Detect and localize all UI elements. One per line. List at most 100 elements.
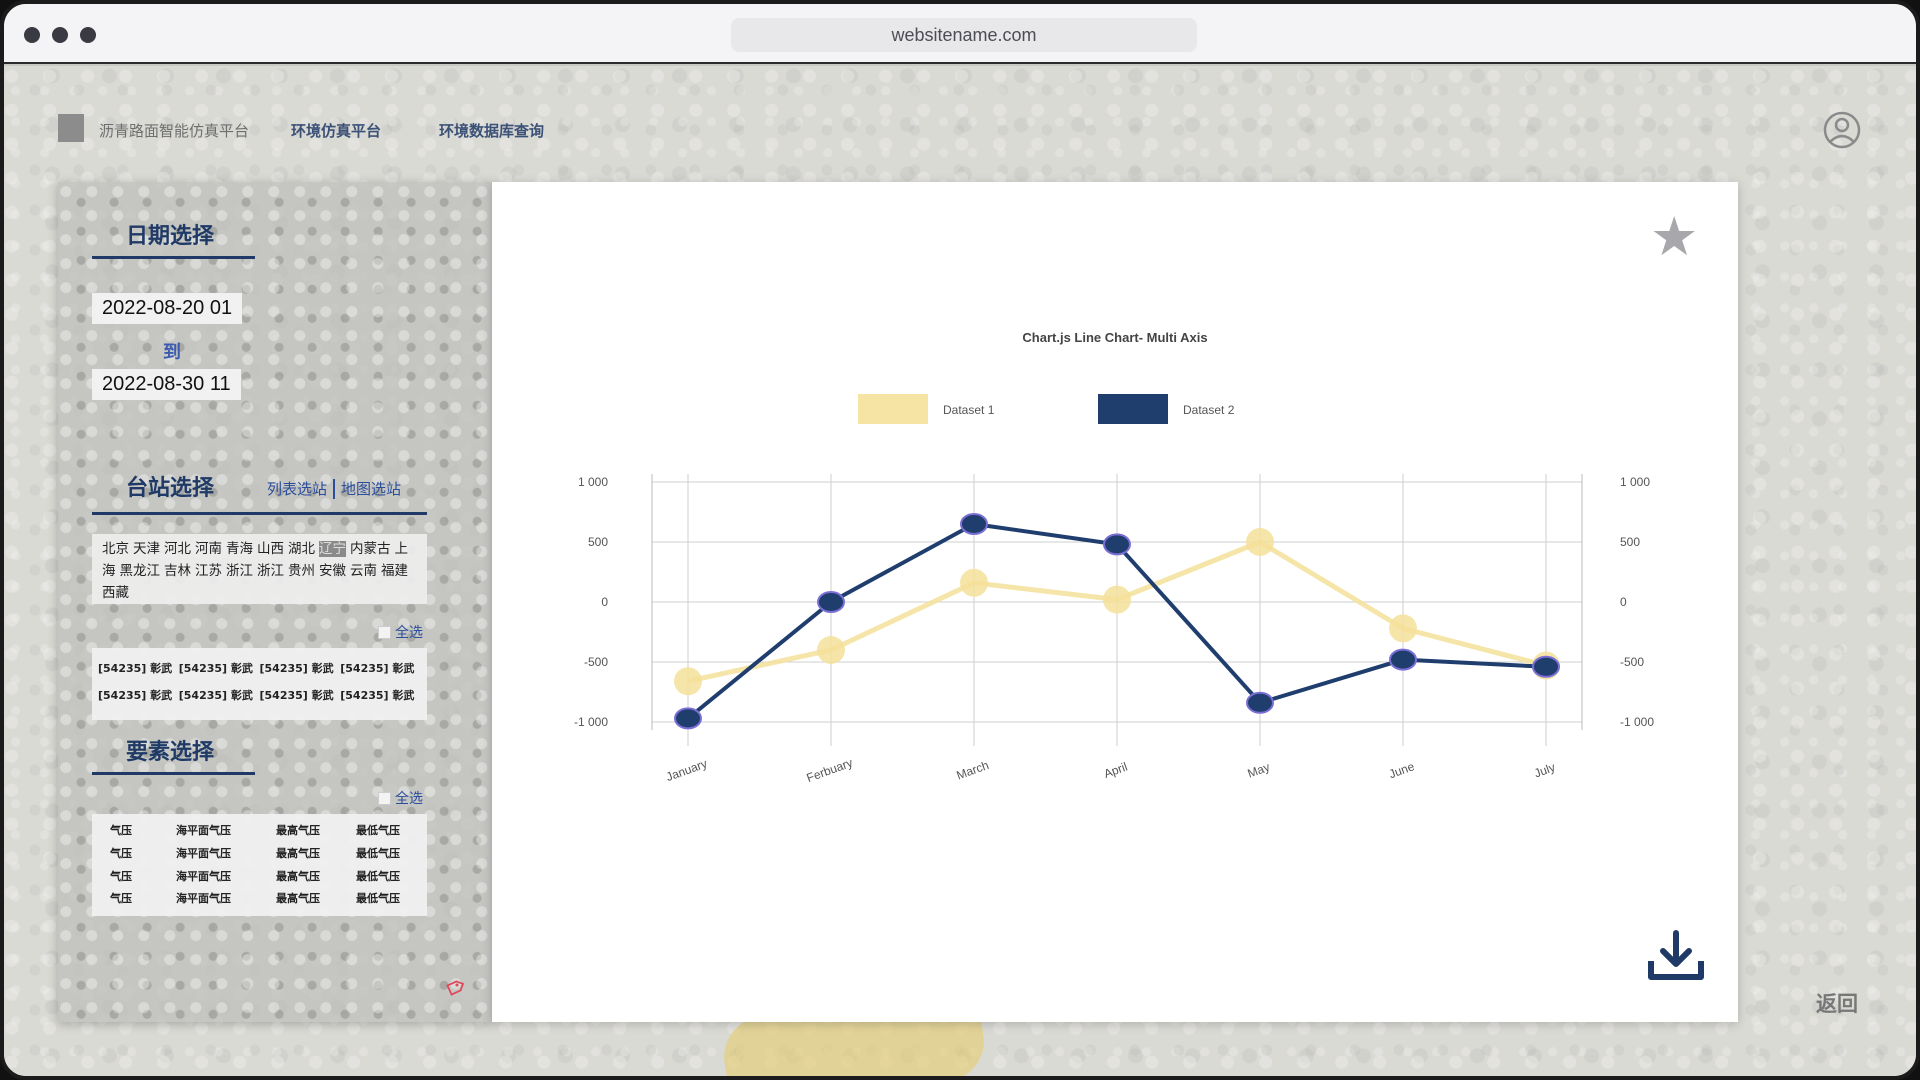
data-point	[817, 636, 845, 664]
province-item[interactable]: 青海	[226, 541, 253, 557]
y2-tick-label: -1 000	[1620, 715, 1654, 729]
province-item[interactable]: 浙江	[257, 563, 284, 579]
province-item[interactable]: 湖北	[288, 541, 315, 557]
element-item[interactable]: 最高气压	[276, 846, 320, 860]
element-list: 气压 海平面气压 最高气压 最低气压 气压 海平面气压 最高气压 最低气压 气压 海平面气压 最高气…	[92, 814, 427, 916]
date-section-title: 日期选择	[126, 224, 215, 249]
logo[interactable]	[58, 114, 84, 142]
y2-tick-label: 1 000	[1620, 475, 1650, 489]
y-tick-label: 0	[601, 595, 608, 609]
element-item[interactable]: 海平面气压	[176, 824, 231, 837]
minimize-dot-icon[interactable]	[52, 27, 68, 43]
element-item[interactable]: 最高气压	[276, 892, 320, 906]
legend-label: Dataset 1	[943, 403, 995, 417]
x-tick-label: January	[664, 756, 709, 784]
element-item[interactable]: 最低气压	[356, 824, 400, 837]
legend-label: Dataset 2	[1183, 403, 1235, 417]
tab-list-select[interactable]: 列表选站	[267, 480, 328, 498]
province-item[interactable]: 云南	[350, 563, 377, 579]
user-circle-icon[interactable]	[1822, 110, 1862, 150]
element-item[interactable]: 海平面气压	[176, 846, 231, 860]
element-item[interactable]: 最低气压	[356, 846, 400, 860]
data-point	[674, 707, 702, 730]
line-chart: Chart.js Line Chart- Multi Axis Dataset 1…	[574, 330, 1654, 785]
nav-link-env-sim[interactable]: 环境仿真平台	[291, 122, 382, 140]
station-item[interactable]: [54235] 彰武	[259, 689, 334, 702]
address-bar[interactable]: websitename.com	[731, 18, 1197, 52]
element-section-title: 要素选择	[126, 740, 215, 765]
x-tick-label: March	[955, 758, 991, 783]
station-item[interactable]: [54235] 彰武	[259, 662, 334, 675]
element-item[interactable]: 最低气压	[356, 869, 400, 883]
station-section-title: 台站选择	[126, 476, 215, 501]
data-point	[1103, 585, 1131, 614]
x-tick-label: June	[1387, 759, 1417, 781]
element-item[interactable]: 最高气压	[276, 824, 320, 837]
data-point	[1103, 533, 1131, 556]
nav-link-env-db[interactable]: 环境数据库查询	[439, 122, 545, 140]
province-item[interactable]: 江苏	[195, 563, 222, 579]
legend-swatch	[1098, 394, 1168, 424]
element-select-all[interactable]: 全选	[378, 788, 423, 808]
station-item[interactable]: [54235] 彰武	[178, 689, 253, 702]
download-icon[interactable]	[1646, 929, 1706, 983]
select-all-label: 全选	[395, 625, 423, 641]
province-item[interactable]: 安徽	[319, 563, 346, 579]
element-item[interactable]: 气压	[110, 846, 132, 860]
station-section-underline	[92, 512, 427, 515]
element-item[interactable]: 最低气压	[356, 892, 400, 906]
element-item[interactable]: 气压	[110, 824, 132, 837]
back-button[interactable]: 返回	[1816, 992, 1858, 1016]
province-item[interactable]: 辽宁	[319, 541, 346, 557]
close-dot-icon[interactable]	[24, 27, 40, 43]
data-point	[1389, 648, 1417, 671]
checkbox-icon[interactable]	[378, 625, 391, 639]
tag-icon[interactable]	[444, 978, 464, 998]
data-point	[960, 513, 988, 535]
province-item[interactable]: 河北	[164, 541, 191, 557]
province-item[interactable]: 吉林	[164, 563, 191, 579]
brand-title[interactable]: 沥青路面智能仿真平台	[99, 122, 250, 140]
element-item[interactable]: 气压	[110, 869, 132, 883]
data-point	[674, 667, 702, 696]
province-item[interactable]: 西藏	[102, 585, 129, 601]
date-section-underline	[92, 256, 255, 259]
province-item[interactable]: 山西	[257, 541, 284, 557]
y2-tick-label: -500	[1620, 655, 1644, 669]
start-date-field[interactable]: 2022-08-20 01	[92, 293, 243, 324]
element-item[interactable]: 海平面气压	[176, 869, 231, 883]
x-tick-label: April	[1102, 760, 1129, 781]
province-item[interactable]: 上海	[102, 541, 408, 579]
chart-title: Chart.js Line Chart- Multi Axis	[1022, 330, 1207, 345]
province-item[interactable]: 福建	[381, 563, 408, 579]
province-item[interactable]: 浙江	[226, 563, 253, 579]
checkbox-icon[interactable]	[378, 791, 391, 805]
station-item[interactable]: [54235] 彰武	[340, 689, 415, 702]
province-item[interactable]: 北京	[102, 541, 129, 557]
data-point	[1532, 655, 1560, 678]
element-item[interactable]: 最高气压	[276, 869, 320, 883]
province-item[interactable]: 河南	[195, 541, 222, 557]
chart-panel: Chart.js Line Chart- Multi Axis Dataset 1…	[492, 182, 1738, 1022]
star-icon[interactable]: ★	[1650, 205, 1699, 268]
province-item[interactable]: 黑龙江	[119, 563, 161, 579]
x-tick-label: July	[1532, 760, 1557, 780]
station-item[interactable]: [54235] 彰武	[340, 662, 415, 675]
station-item[interactable]: [54235] 彰武	[98, 662, 173, 675]
browser-chrome: websitename.com	[4, 4, 1916, 64]
element-item[interactable]: 气压	[110, 892, 132, 906]
station-select-all[interactable]: 全选	[378, 622, 423, 642]
end-date-field[interactable]: 2022-08-30 11	[92, 369, 241, 400]
station-item[interactable]: [54235] 彰武	[98, 689, 173, 702]
element-item[interactable]: 海平面气压	[176, 892, 231, 906]
date-to-label: 到	[163, 342, 181, 363]
maximize-dot-icon[interactable]	[80, 27, 96, 43]
province-item[interactable]: 内蒙古	[350, 541, 391, 557]
tab-map-select[interactable]: 地图选站	[341, 480, 402, 498]
window-controls[interactable]	[24, 27, 96, 43]
select-all-label: 全选	[395, 791, 423, 807]
province-item[interactable]: 天津	[133, 541, 160, 557]
y2-tick-label: 0	[1620, 595, 1627, 609]
station-item[interactable]: [54235] 彰武	[178, 662, 253, 675]
province-item[interactable]: 贵州	[288, 563, 315, 579]
